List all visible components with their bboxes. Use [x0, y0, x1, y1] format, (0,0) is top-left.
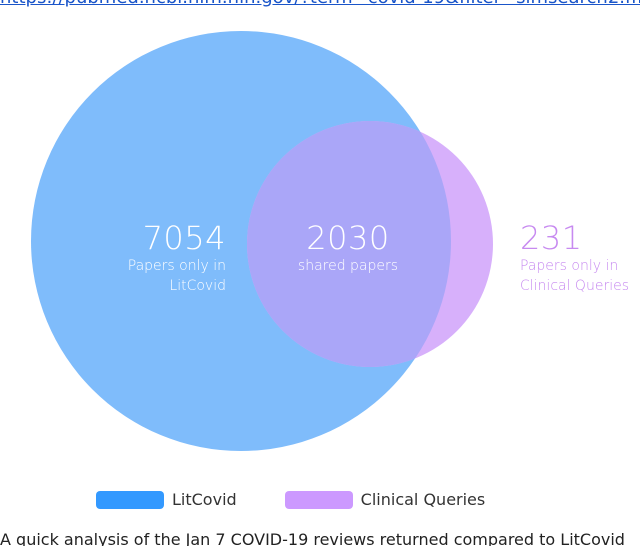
shared-group: 2030 shared papers	[278, 219, 418, 276]
legend-label-clinical-queries: Clinical Queries	[360, 490, 486, 509]
legend-swatch-litcovid	[96, 490, 164, 509]
clinical-only-label-line2: Clinical Queries	[520, 277, 629, 294]
clinical-only-label-line1: Papers only in	[520, 257, 619, 274]
litcovid-only-count: 7054	[142, 219, 226, 257]
venn-diagram	[31, 31, 493, 451]
legend-item-clinical-queries: Clinical Queries	[284, 490, 486, 509]
litcovid-only-group: 7054 Papers only in LitCovid	[86, 219, 226, 296]
shared-count: 2030	[306, 219, 390, 257]
litcovid-only-label-line1: Papers only in	[127, 257, 226, 274]
legend-label-litcovid: LitCovid	[172, 490, 237, 509]
clinical-only-count: 231	[520, 219, 583, 257]
litcovid-only-label-line2: LitCovid	[169, 277, 226, 294]
shared-label: shared papers	[297, 257, 399, 274]
legend-swatch-clinical-queries	[284, 490, 353, 509]
legend: LitCovid Clinical Queries	[96, 490, 485, 509]
search-url-link[interactable]: https://pubmed.ncbi.nlm.nih.gov/?term=co…	[0, 0, 640, 9]
clinical-only-group: 231 Papers only in Clinical Queries	[520, 219, 640, 296]
legend-item-litcovid: LitCovid	[96, 490, 237, 509]
overlap-region	[247, 121, 451, 367]
figure-caption: A quick analysis of the Jan 7 COVID-19 r…	[0, 530, 625, 546]
